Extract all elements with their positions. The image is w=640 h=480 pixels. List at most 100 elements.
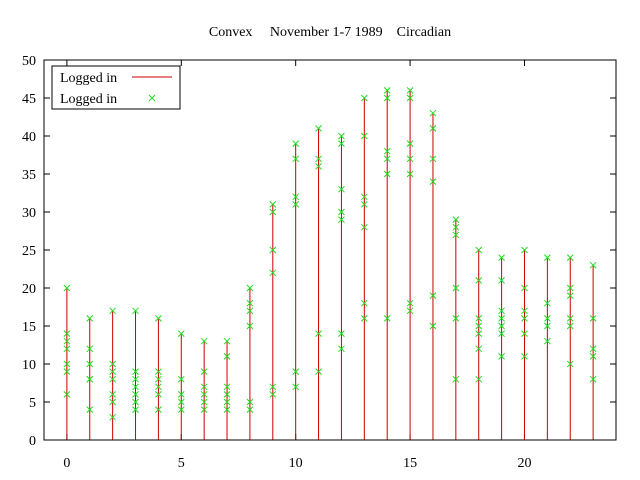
- impulse-series: [66, 90, 594, 440]
- data-point: [589, 345, 597, 353]
- data-point: [155, 391, 162, 398]
- data-point: [475, 277, 483, 284]
- data-point: [109, 391, 116, 398]
- data-point: [223, 406, 231, 413]
- data-point: [177, 375, 185, 383]
- y-tick-label: 25: [22, 244, 36, 259]
- data-point: [498, 353, 505, 360]
- y-tick-label: 35: [22, 168, 36, 183]
- data-point: [292, 383, 300, 391]
- data-point: [148, 94, 156, 102]
- data-point: [63, 345, 71, 353]
- data-point: [452, 216, 460, 223]
- legend: Logged in Logged in: [51, 65, 181, 110]
- data-point: [544, 254, 551, 261]
- data-point: [132, 391, 139, 398]
- data-point: [521, 307, 528, 315]
- data-point: [246, 322, 254, 330]
- data-point: [383, 170, 391, 178]
- data-point: [360, 223, 368, 231]
- data-point: [452, 284, 460, 292]
- data-point: [200, 383, 208, 391]
- data-point: [566, 292, 574, 299]
- data-point: [383, 147, 391, 155]
- y-tick-label: 5: [29, 396, 36, 411]
- data-point: [406, 307, 414, 315]
- data-point: [109, 375, 116, 383]
- data-point: [338, 208, 345, 216]
- data-point: [338, 345, 345, 353]
- plot-frame: [43, 59, 617, 441]
- data-point: [292, 368, 300, 375]
- data-point: [475, 315, 483, 322]
- data-point: [109, 368, 116, 375]
- data-point: [63, 337, 71, 345]
- legend-label-impulses: Logged in: [60, 71, 117, 86]
- data-point: [383, 155, 391, 163]
- data-point: [338, 140, 345, 147]
- data-point: [429, 155, 437, 163]
- data-point: [155, 368, 162, 375]
- y-tick-label: 10: [22, 358, 36, 373]
- data-point: [452, 231, 460, 239]
- data-point: [544, 315, 551, 322]
- y-tick-label: 30: [22, 206, 36, 221]
- data-point: [406, 155, 414, 163]
- data-point: [360, 94, 368, 102]
- data-point: [544, 299, 551, 307]
- data-point: [566, 284, 574, 292]
- data-point: [383, 94, 391, 102]
- data-point: [406, 140, 414, 147]
- data-point: [566, 254, 574, 261]
- data-point: [223, 337, 231, 345]
- data-point: [269, 269, 277, 277]
- data-point: [269, 208, 277, 216]
- data-point: [155, 375, 162, 383]
- data-point: [452, 375, 460, 383]
- data-point: [246, 398, 254, 406]
- data-point: [315, 125, 322, 132]
- data-point: [498, 307, 505, 315]
- y-tick-label: 0: [29, 434, 36, 449]
- data-point: [63, 330, 71, 337]
- data-point: [406, 170, 414, 178]
- data-point: [109, 398, 116, 406]
- data-point: [155, 383, 162, 391]
- data-point: [521, 246, 528, 254]
- data-point: [269, 391, 277, 398]
- data-point: [429, 178, 437, 185]
- data-point: [475, 246, 483, 254]
- data-point: [63, 391, 71, 398]
- data-point: [589, 375, 597, 383]
- y-tick-label: 40: [22, 130, 36, 145]
- data-point: [338, 132, 345, 140]
- data-point: [292, 155, 300, 163]
- data-point: [86, 375, 94, 383]
- data-point: [360, 193, 368, 201]
- data-point: [132, 375, 139, 383]
- data-point: [132, 398, 139, 406]
- data-point: [521, 353, 528, 360]
- data-point: [246, 299, 254, 307]
- data-point: [269, 383, 277, 391]
- data-point: [177, 406, 185, 413]
- data-point: [360, 315, 368, 322]
- data-point: [452, 223, 460, 231]
- data-point: [63, 284, 71, 292]
- data-point: [406, 299, 414, 307]
- data-point: [315, 368, 322, 375]
- data-point: [109, 360, 116, 368]
- data-point: [200, 406, 208, 413]
- x-tick-label: 20: [517, 456, 531, 471]
- data-point: [246, 406, 254, 413]
- y-tick-label: 15: [22, 320, 36, 335]
- data-point: [223, 391, 231, 398]
- data-point: [429, 322, 437, 330]
- data-point: [315, 155, 322, 163]
- point-series: [63, 87, 597, 421]
- legend-box: [51, 65, 181, 110]
- data-point: [269, 201, 277, 208]
- y-tick-label: 45: [22, 92, 36, 107]
- data-point: [177, 398, 185, 406]
